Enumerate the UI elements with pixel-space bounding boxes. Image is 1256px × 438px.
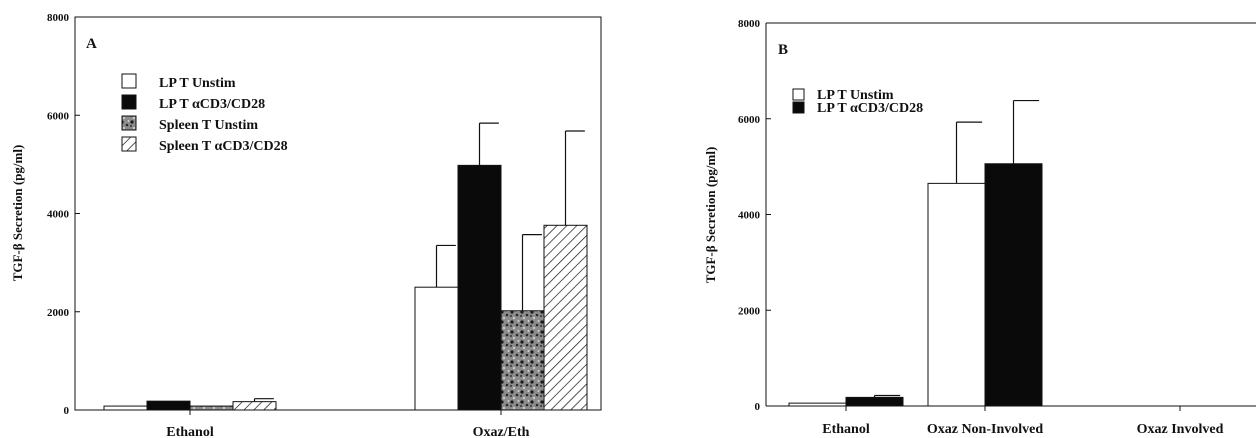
y-tick-label: 8000 bbox=[738, 18, 761, 30]
y-axis: 0 2000 4000 6000 8000 bbox=[738, 18, 771, 413]
bar bbox=[543, 224, 588, 411]
legend-label: Spleen T αCD3/CD28 bbox=[159, 139, 288, 154]
category-label: Ethanol bbox=[822, 422, 870, 437]
y-tick-label: 8000 bbox=[47, 12, 70, 24]
bars bbox=[103, 122, 588, 411]
y-tick-label: 0 bbox=[755, 401, 761, 413]
bar bbox=[189, 405, 234, 411]
legend-swatch bbox=[121, 94, 137, 110]
legend-label: LP T αCD3/CD28 bbox=[159, 97, 265, 112]
panel-label: B bbox=[778, 42, 788, 58]
x-axis: Ethanol Oxaz Non-Involved Oxaz Involved bbox=[822, 406, 1224, 437]
y-tick-label: 0 bbox=[64, 405, 70, 417]
y-tick-label: 4000 bbox=[738, 210, 761, 222]
legend-label: Spleen T Unstim bbox=[159, 118, 258, 133]
legend-label: LP T Unstim bbox=[817, 88, 894, 103]
category-label: Oxaz Involved bbox=[1137, 422, 1224, 437]
category-label: Ethanol bbox=[166, 425, 214, 438]
legend-swatch bbox=[792, 88, 805, 101]
legend-swatch bbox=[121, 136, 137, 152]
legend-swatch bbox=[121, 73, 137, 89]
legend-swatch bbox=[792, 101, 805, 114]
x-axis: Ethanol Oxaz/Eth bbox=[166, 410, 530, 438]
chart-panel-b: B TGF-β Secretion (pg/ml) 0 2000 4000 6000 8… bbox=[703, 18, 1256, 437]
bar bbox=[500, 310, 545, 411]
y-tick-label: 4000 bbox=[47, 209, 70, 221]
category-label: Oxaz/Eth bbox=[473, 425, 530, 438]
y-axis-label: TGF-β Secretion (pg/ml) bbox=[10, 145, 25, 282]
y-axis: 0 2000 4000 6000 8000 bbox=[47, 12, 80, 417]
bar bbox=[232, 401, 277, 411]
panel-label: A bbox=[86, 36, 97, 52]
bar bbox=[457, 164, 502, 411]
chart-panel-a: A TGF-β Secretion (pg/ml) 0 2000 4000 6000 8… bbox=[10, 12, 602, 438]
legend-swatch bbox=[121, 115, 137, 131]
category-label: Oxaz Non-Involved bbox=[927, 422, 1044, 437]
bar bbox=[146, 400, 191, 411]
bars bbox=[788, 99, 1043, 407]
y-tick-label: 6000 bbox=[738, 114, 761, 126]
bar bbox=[984, 163, 1043, 407]
legend: LP T Unstim LP T αCD3/CD28 Spleen T Unstim… bbox=[121, 73, 288, 154]
y-tick-label: 2000 bbox=[47, 307, 70, 319]
y-axis-label: TGF-β Secretion (pg/ml) bbox=[703, 147, 718, 284]
y-tick-label: 2000 bbox=[738, 305, 761, 317]
legend-label: LP T αCD3/CD28 bbox=[817, 101, 923, 116]
bar bbox=[788, 402, 847, 407]
bar bbox=[414, 286, 459, 411]
legend-label: LP T Unstim bbox=[159, 76, 236, 91]
bar bbox=[927, 182, 986, 407]
bar bbox=[103, 405, 148, 411]
bar bbox=[845, 396, 904, 407]
y-tick-label: 6000 bbox=[47, 110, 70, 122]
